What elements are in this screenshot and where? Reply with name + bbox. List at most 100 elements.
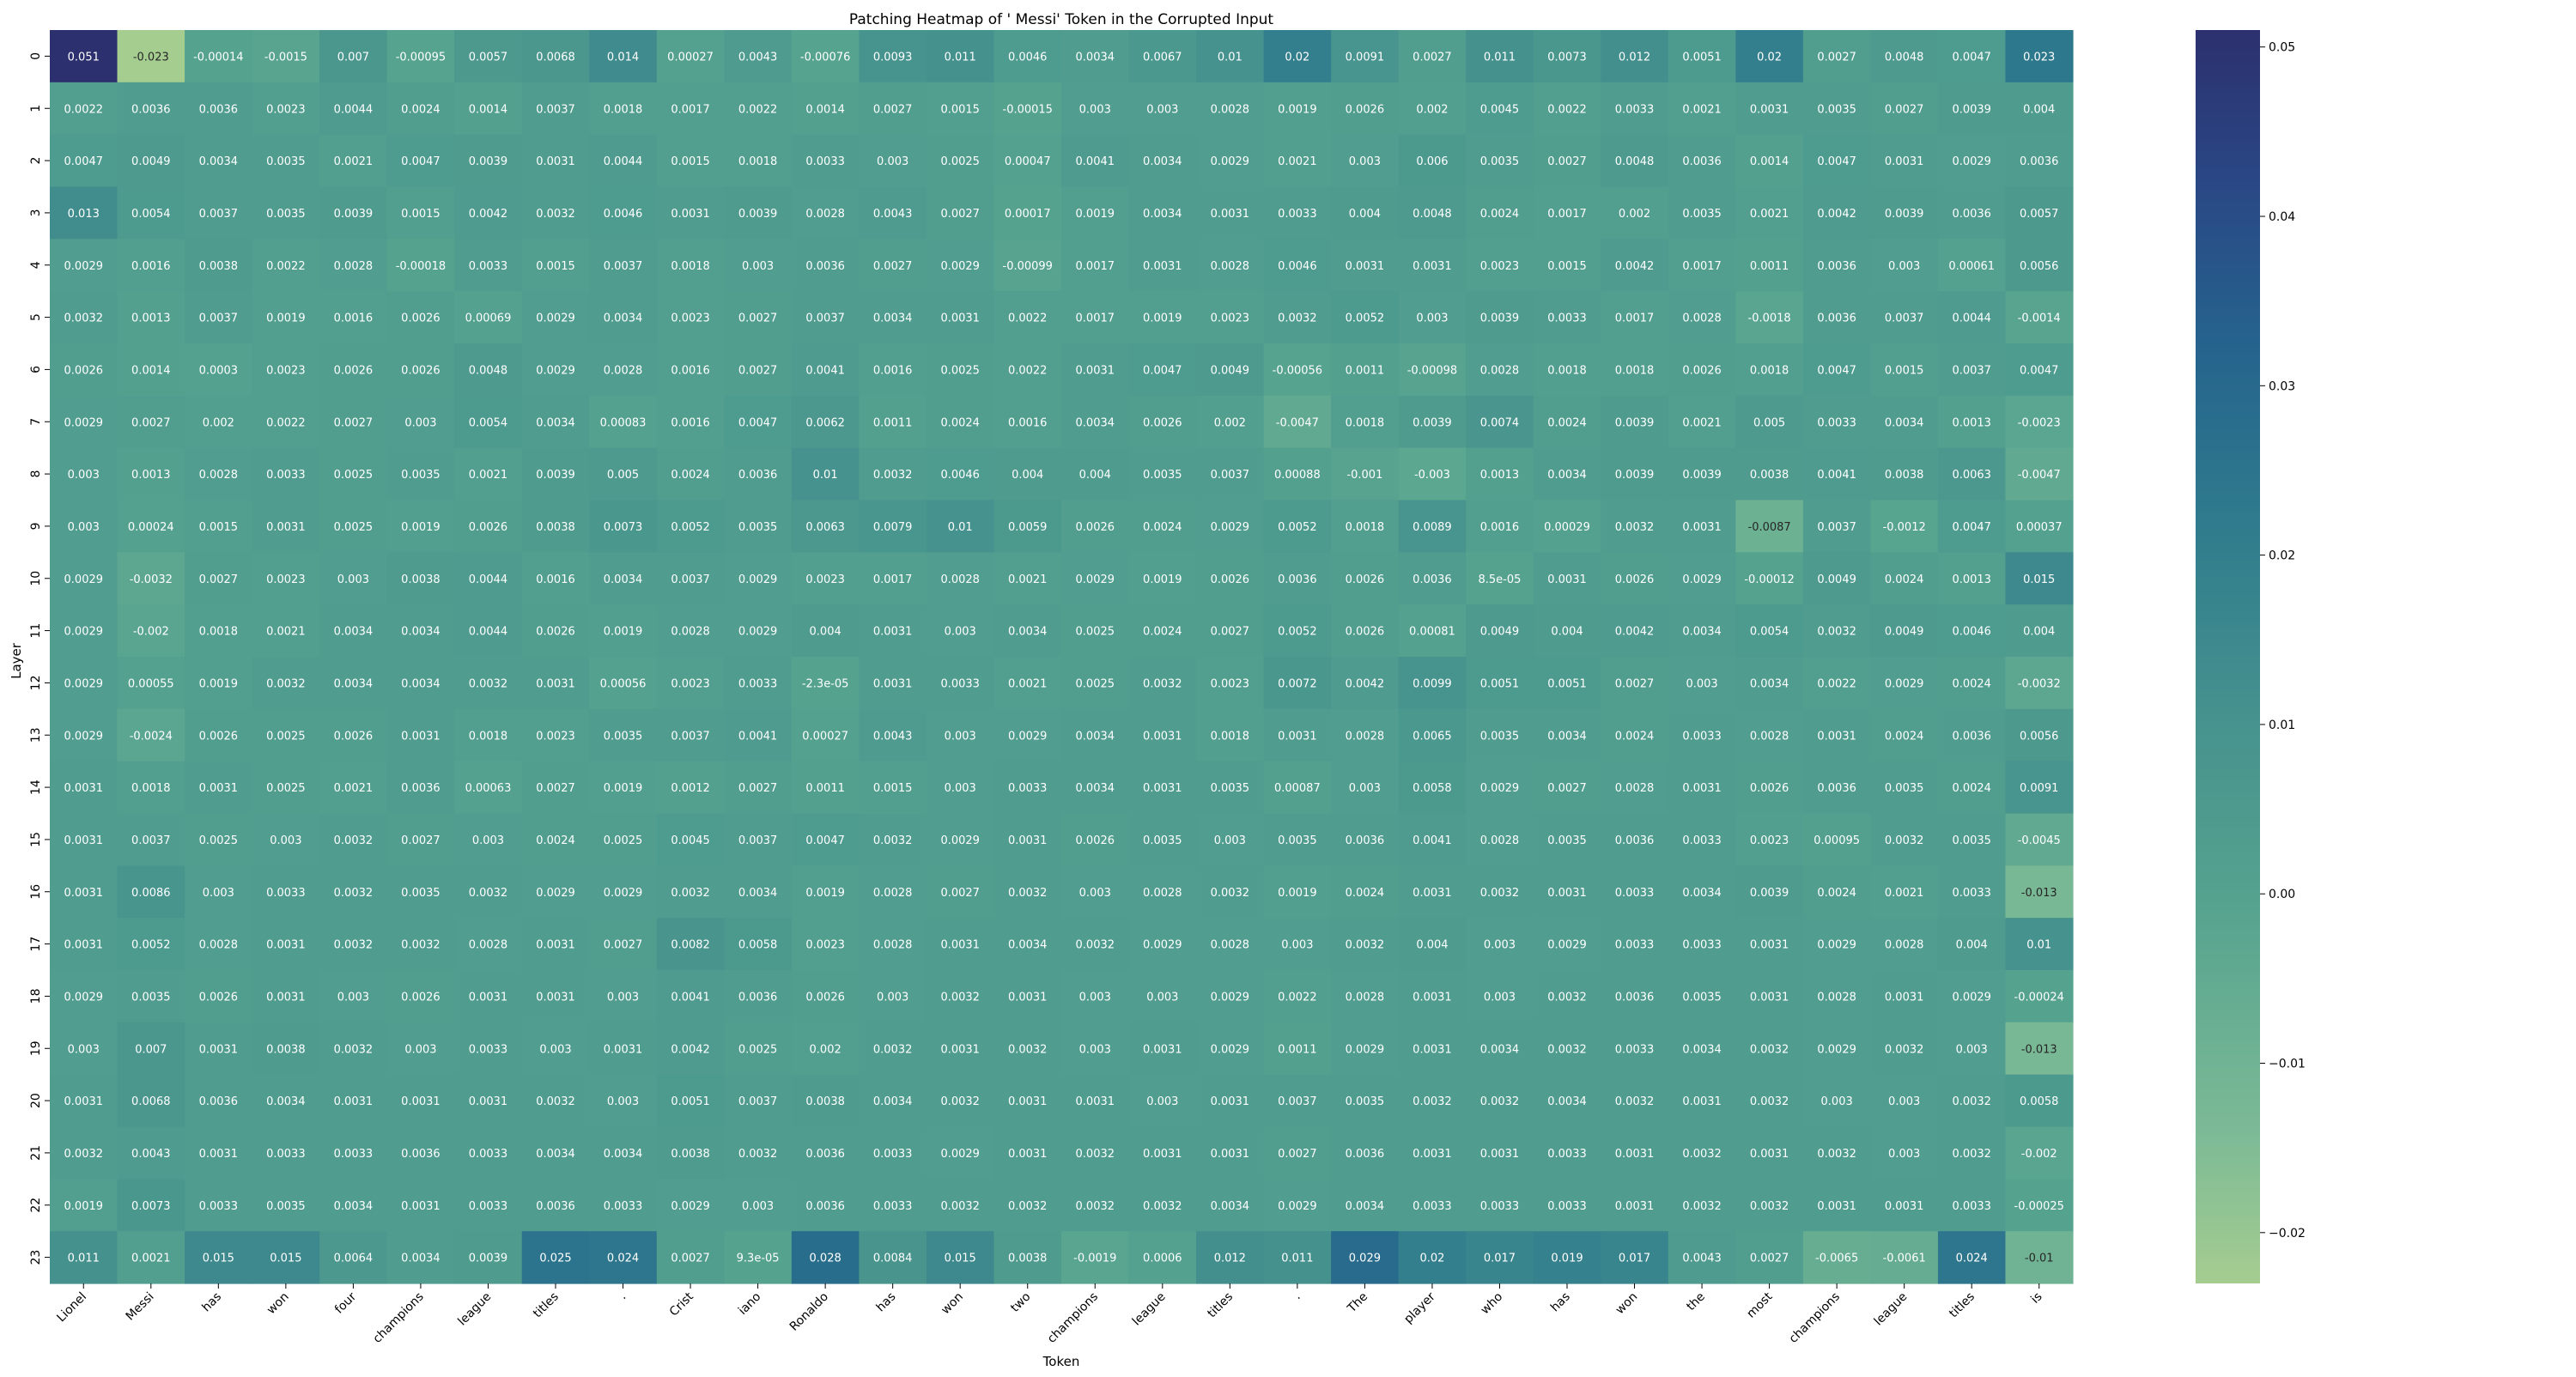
cell-value-label: -0.0047 <box>1276 416 1319 429</box>
heatmap-cell <box>1263 134 1332 188</box>
heatmap-cell <box>724 657 793 710</box>
heatmap-cell <box>1870 500 1939 553</box>
heatmap-cell <box>252 970 320 1023</box>
heatmap-cell <box>1735 813 1804 866</box>
cell-value-label: 0.0037 <box>671 573 710 586</box>
heatmap-cell <box>386 82 455 136</box>
heatmap-cell <box>386 239 455 292</box>
heatmap-cell <box>1263 813 1332 866</box>
heatmap-cell <box>1061 30 1130 83</box>
x-tick-label: league <box>455 1290 494 1329</box>
heatmap-cell <box>993 500 1062 553</box>
x-tick-label: won <box>1613 1290 1641 1318</box>
cell-value-label: 0.0019 <box>805 887 845 900</box>
cell-value-label: 0.0062 <box>805 416 845 429</box>
heatmap-cell <box>724 813 793 866</box>
heatmap-cell <box>589 500 658 553</box>
x-tick-label: Ronaldo <box>787 1290 831 1334</box>
cell-value-label: 0.0031 <box>1480 1148 1520 1161</box>
cell-value-label: 0.0025 <box>266 782 306 795</box>
heatmap-cell <box>1870 1022 1939 1076</box>
x-tick-label: has <box>1548 1290 1573 1315</box>
heatmap-cell <box>1263 552 1332 605</box>
heatmap-cell <box>185 291 253 344</box>
heatmap-cell <box>1263 970 1332 1023</box>
cell-value-label: 0.0043 <box>1682 1253 1722 1265</box>
cell-value-label: 0.0017 <box>1615 312 1655 325</box>
heatmap-cell <box>1668 918 1736 971</box>
cell-value-label: 0.0034 <box>536 416 575 429</box>
cell-value-label: 0.0089 <box>1413 521 1452 534</box>
cell-value-label: 0.0018 <box>1750 364 1789 377</box>
cell-value-label: 0.0047 <box>805 834 845 847</box>
cell-value-label: 0.0026 <box>64 364 104 377</box>
cell-value-label: 0.0015 <box>671 155 710 168</box>
heatmap-cell <box>386 604 455 658</box>
cell-value-label: 0.0027 <box>1413 51 1452 64</box>
heatmap-cell <box>50 447 118 501</box>
cell-value-label: -0.0032 <box>130 573 173 586</box>
heatmap-cell <box>656 761 725 815</box>
heatmap-cell <box>521 447 590 501</box>
heatmap-cell <box>926 82 995 136</box>
cell-value-label: 0.0033 <box>805 155 845 168</box>
cell-value-label: -0.0065 <box>1815 1253 1858 1265</box>
y-tick-label: 21 <box>29 1145 43 1161</box>
heatmap-cell <box>724 1179 793 1232</box>
cell-value-label: 0.0028 <box>1750 730 1789 743</box>
cell-value-label: 0.0038 <box>805 1095 845 1108</box>
heatmap-cell <box>117 1231 185 1284</box>
cell-value-label: 0.0021 <box>1885 887 1924 900</box>
cell-value-label: 0.0027 <box>1211 626 1250 639</box>
cell-value-label: 0.007 <box>337 51 369 64</box>
cell-value-label: 0.0024 <box>1952 782 1991 795</box>
cell-value-label: 0.003 <box>404 416 436 429</box>
heatmap-cell <box>1196 500 1265 553</box>
cell-value-label: 0.0033 <box>469 260 508 273</box>
heatmap-cell <box>1668 186 1736 240</box>
cell-value-label: 0.0029 <box>1278 1200 1317 1213</box>
heatmap-cell <box>791 552 860 605</box>
cell-value-label: 0.0028 <box>1211 103 1250 116</box>
heatmap-cell <box>859 447 927 501</box>
heatmap-cell <box>319 761 388 815</box>
heatmap-cell <box>993 657 1062 710</box>
cell-value-label: 0.0034 <box>1480 1043 1520 1056</box>
cell-value-label: 0.0032 <box>1885 1043 1924 1056</box>
y-tick-label: 19 <box>29 1040 43 1056</box>
cell-value-label: 0.0027 <box>1547 155 1587 168</box>
heatmap-cell <box>1601 1074 1669 1128</box>
heatmap-cell <box>1331 1022 1400 1076</box>
cell-value-label: 0.0032 <box>401 939 440 952</box>
cell-value-label: 0.0029 <box>536 364 575 377</box>
heatmap-cell <box>1331 291 1400 344</box>
cell-value-label: 0.0036 <box>1346 834 1385 847</box>
heatmap-cell <box>185 239 253 292</box>
cell-value-label: 0.0057 <box>469 51 508 64</box>
cell-value-label: 0.0036 <box>1682 155 1722 168</box>
heatmap-cell <box>791 604 860 658</box>
heatmap-cell <box>2005 500 2074 553</box>
cell-value-label: 0.00017 <box>1005 208 1051 221</box>
cell-value-label: 0.0032 <box>469 887 508 900</box>
heatmap-cell <box>50 1022 118 1076</box>
heatmap-cell <box>50 761 118 815</box>
cell-value-label: 0.0028 <box>199 469 239 482</box>
heatmap-cell <box>993 918 1062 971</box>
heatmap-cell <box>386 970 455 1023</box>
heatmap-cell <box>252 1231 320 1284</box>
cell-value-label: 0.0035 <box>266 208 306 221</box>
cell-value-label: 0.0047 <box>738 416 778 429</box>
cell-value-label: 0.0082 <box>671 939 710 952</box>
heatmap-cell <box>1263 918 1332 971</box>
heatmap-cell <box>1735 134 1804 188</box>
cell-value-label: -0.00015 <box>1003 103 1053 116</box>
heatmap-cell <box>2005 1126 2074 1180</box>
cell-value-label: 0.0043 <box>738 51 778 64</box>
cell-value-label: 0.0031 <box>940 1043 980 1056</box>
cell-value-label: 0.01 <box>813 469 838 482</box>
cell-value-label: 0.0032 <box>1750 1043 1789 1056</box>
heatmap-cell <box>1466 657 1534 710</box>
x-tick-label: four <box>332 1289 359 1316</box>
cell-value-label: 0.0032 <box>1211 887 1250 900</box>
